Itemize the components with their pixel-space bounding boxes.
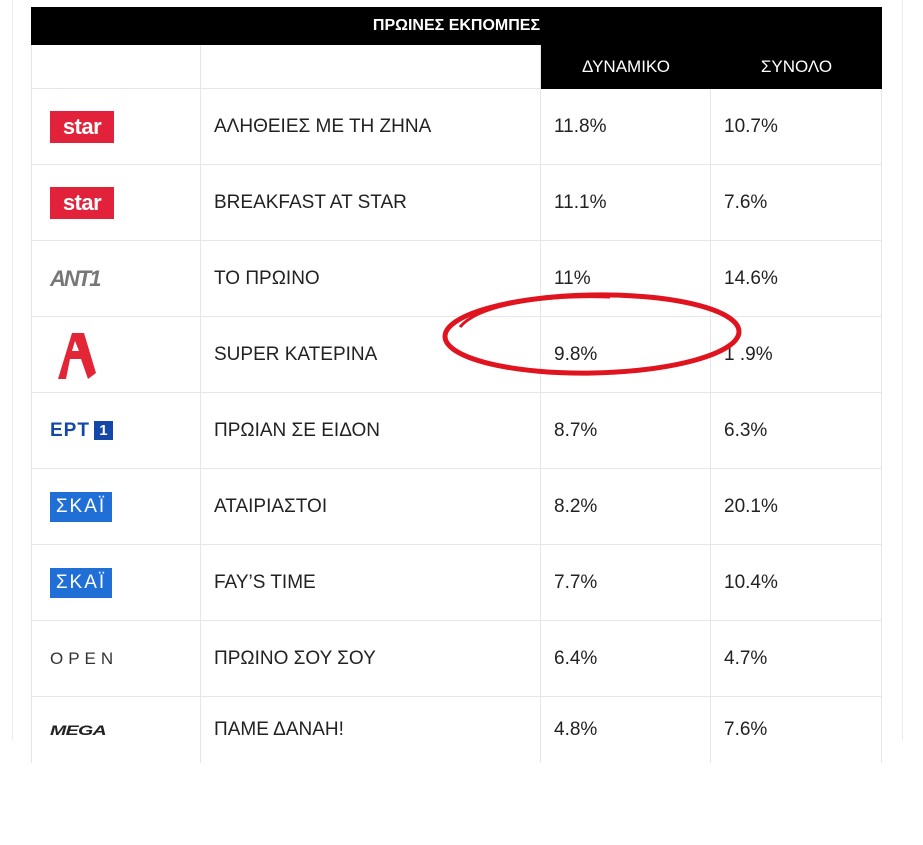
dynamiko-value: 4.8% <box>541 697 711 763</box>
dynamiko-value: 9.8% <box>541 317 711 393</box>
column-header-dynamiko: ΔΥΝΑΜΙΚΟ <box>541 45 711 89</box>
table-row: ΕΡΤ 1 ΠΡΩΙΑΝ ΣΕ ΕΙΔΟΝ 8.7% 6.3% <box>31 393 882 469</box>
page-frame <box>12 0 903 740</box>
alpha-logo-icon <box>58 332 96 379</box>
table-row: star ΑΛΗΘΕΙΕΣ ΜΕ ΤΗ ΖΗΝΑ 11.8% 10.7% <box>31 89 882 165</box>
star-logo: star <box>50 110 114 143</box>
synolo-value: 14.6% <box>711 241 882 317</box>
dynamiko-value: 11.1% <box>541 165 711 241</box>
synolo-value: 10.7% <box>711 89 882 165</box>
show-name: BREAKFAST AT STAR <box>201 165 541 241</box>
synolo-value: 10.4% <box>711 545 882 621</box>
dynamiko-value: 8.2% <box>541 469 711 545</box>
ant1-logo: ANT1 <box>50 265 101 291</box>
table-row: ΣΚΑΪ FAY’S TIME 7.7% 10.4% <box>31 545 882 621</box>
table-row: star BREAKFAST AT STAR 11.1% 7.6% <box>31 165 882 241</box>
show-name: ΑΛΗΘΕΙΕΣ ΜΕ ΤΗ ΖΗΝΑ <box>201 89 541 165</box>
column-header-synolo: ΣΥΝΟΛΟ <box>711 45 882 89</box>
column-header-show <box>201 45 541 89</box>
show-name: FAY’S TIME <box>201 545 541 621</box>
table-row: OPEN ΠΡΩΙΝΟ ΣΟΥ ΣΟΥ 6.4% 4.7% <box>31 621 882 697</box>
synolo-value: 4.7% <box>711 621 882 697</box>
show-name: ΑΤΑΙΡΙΑΣΤΟΙ <box>201 469 541 545</box>
synolo-value: 1 .9% <box>711 317 882 393</box>
show-name: SUPER ΚΑΤΕΡΙΝΑ <box>201 317 541 393</box>
show-name: ΤΟ ΠΡΩΙΝΟ <box>201 241 541 317</box>
column-header-channel <box>31 45 201 89</box>
show-name: ΠΡΩΙΑΝ ΣΕ ΕΙΔΟΝ <box>201 393 541 469</box>
dynamiko-value: 11% <box>541 241 711 317</box>
table-row: MEGA ΠΑΜΕ ΔΑΝΑΗ! 4.8% 7.6% <box>31 697 882 763</box>
show-name: ΠΡΩΙΝΟ ΣΟΥ ΣΟΥ <box>201 621 541 697</box>
ert1-logo-text: ΕΡΤ <box>50 419 90 441</box>
table-row: SUPER ΚΑΤΕΡΙΝΑ 9.8% 1 .9% <box>31 317 882 393</box>
dynamiko-value: 11.8% <box>541 89 711 165</box>
synolo-value: 20.1% <box>711 469 882 545</box>
dynamiko-value: 7.7% <box>541 545 711 621</box>
synolo-value: 7.6% <box>711 697 882 763</box>
dynamiko-value: 6.4% <box>541 621 711 697</box>
synolo-value: 7.6% <box>711 165 882 241</box>
ert1-logo-number: 1 <box>93 421 113 440</box>
column-header-row: ΔΥΝΑΜΙΚΟ ΣΥΝΟΛΟ <box>31 45 882 89</box>
mega-logo: MEGA <box>50 722 107 738</box>
star-logo: star <box>50 186 114 219</box>
skai-logo: ΣΚΑΪ <box>50 567 112 598</box>
show-name: ΠΑΜΕ ΔΑΝΑΗ! <box>201 697 541 763</box>
open-logo: OPEN <box>50 648 119 668</box>
table-row: ANT1 ΤΟ ΠΡΩΙΝΟ 11% 14.6% <box>31 241 882 317</box>
ert1-logo: ΕΡΤ 1 <box>50 420 113 442</box>
synolo-value: 6.3% <box>711 393 882 469</box>
table-row: ΣΚΑΪ ΑΤΑΙΡΙΑΣΤΟΙ 8.2% 20.1% <box>31 469 882 545</box>
dynamiko-value: 8.7% <box>541 393 711 469</box>
table-title: ΠΡΩΙΝΕΣ ΕΚΠΟΜΠΕΣ <box>31 7 882 45</box>
ratings-table: ΠΡΩΙΝΕΣ ΕΚΠΟΜΠΕΣ ΔΥΝΑΜΙΚΟ ΣΥΝΟΛΟ star ΑΛ… <box>31 7 882 763</box>
skai-logo: ΣΚΑΪ <box>50 491 112 522</box>
